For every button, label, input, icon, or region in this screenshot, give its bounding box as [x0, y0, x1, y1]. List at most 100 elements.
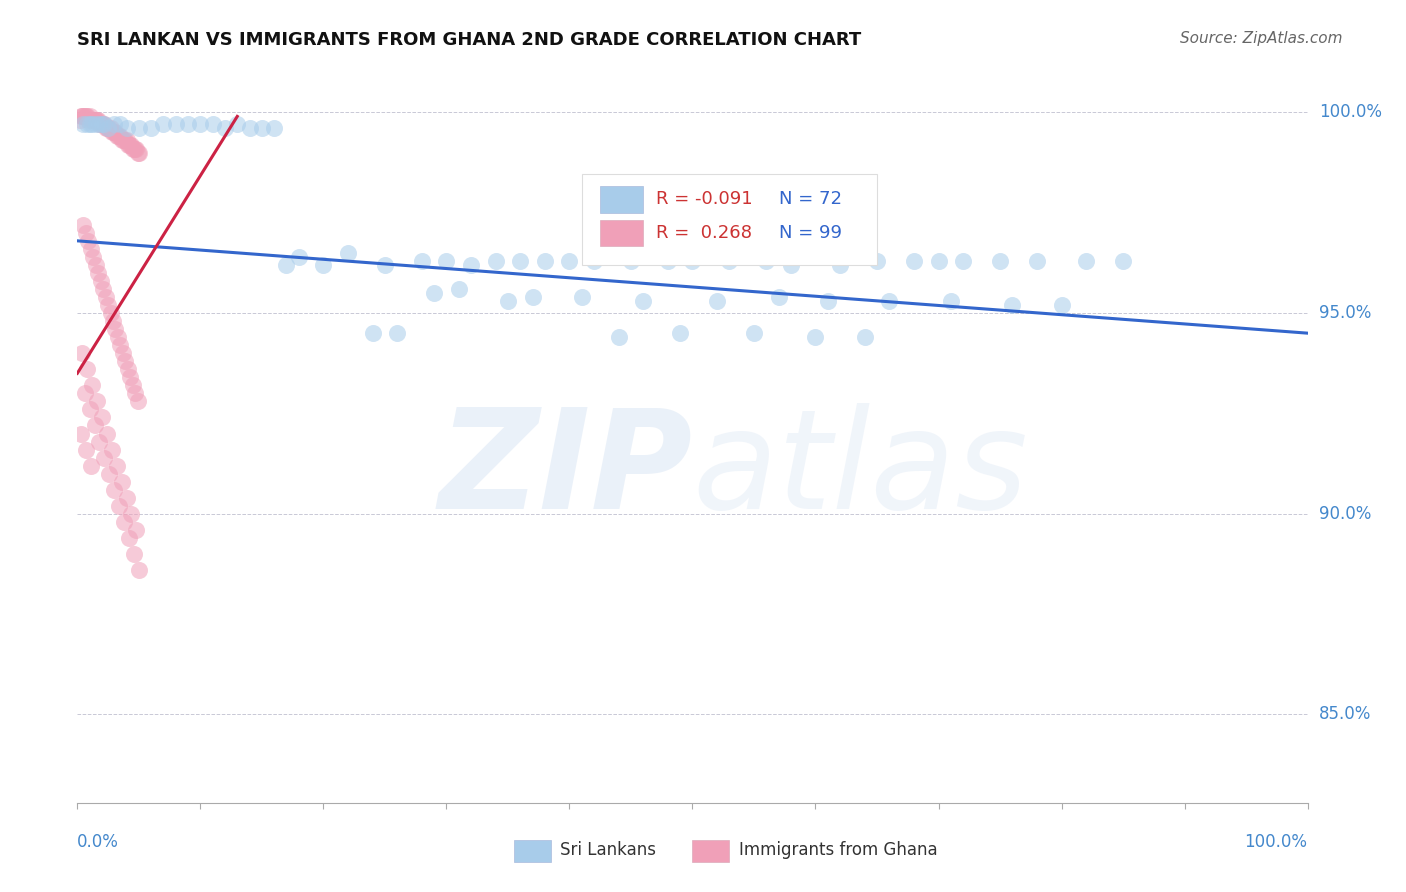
Point: [124, 386, 146, 401]
Point: [79, 110, 101, 124]
Point: [607, 330, 630, 344]
Point: [121, 507, 143, 521]
Point: [571, 290, 593, 304]
Point: [118, 137, 141, 152]
Point: [115, 121, 138, 136]
Point: [742, 326, 765, 341]
Point: [436, 254, 458, 268]
Point: [337, 246, 360, 260]
Point: [718, 254, 741, 268]
Point: [94, 121, 117, 136]
Point: [77, 234, 100, 248]
Point: [73, 110, 96, 124]
Point: [534, 254, 557, 268]
Point: [121, 137, 143, 152]
Point: [1076, 254, 1098, 268]
Point: [263, 121, 285, 136]
Point: [73, 386, 96, 401]
Text: atlas: atlas: [693, 403, 1028, 538]
Point: [830, 258, 852, 272]
Point: [97, 121, 120, 136]
Point: [90, 118, 114, 132]
Point: [70, 426, 93, 441]
Point: [385, 326, 409, 341]
Point: [115, 491, 138, 505]
Point: [86, 394, 108, 409]
Point: [98, 121, 121, 136]
Point: [177, 118, 200, 132]
Point: [879, 294, 901, 309]
Point: [101, 314, 124, 328]
Point: [93, 118, 115, 132]
Text: R =  0.268: R = 0.268: [655, 225, 752, 243]
Text: Source: ZipAtlas.com: Source: ZipAtlas.com: [1180, 31, 1343, 46]
Point: [522, 290, 544, 304]
Point: [152, 118, 174, 132]
Point: [104, 322, 127, 336]
Point: [110, 129, 132, 144]
Point: [1001, 298, 1024, 312]
Point: [84, 258, 107, 272]
Point: [70, 110, 93, 124]
Point: [101, 126, 124, 140]
Point: [90, 410, 114, 425]
Point: [105, 458, 128, 473]
Point: [75, 226, 97, 240]
Point: [124, 142, 146, 156]
Point: [91, 282, 114, 296]
Point: [460, 258, 482, 272]
Point: [682, 254, 704, 268]
Point: [1026, 254, 1049, 268]
Point: [101, 126, 124, 140]
Point: [105, 129, 128, 144]
Point: [76, 110, 98, 124]
Point: [82, 250, 104, 264]
Point: [125, 142, 148, 156]
Point: [928, 254, 950, 268]
Text: R = -0.091: R = -0.091: [655, 191, 752, 209]
Point: [103, 483, 125, 497]
Point: [75, 110, 97, 124]
Point: [112, 515, 135, 529]
Point: [657, 254, 679, 268]
Point: [89, 118, 111, 132]
Point: [804, 330, 827, 344]
Text: N = 99: N = 99: [779, 225, 842, 243]
Point: [76, 118, 98, 132]
Point: [79, 118, 101, 132]
Text: 100.0%: 100.0%: [1244, 833, 1308, 851]
Text: 100.0%: 100.0%: [1319, 103, 1382, 121]
Point: [633, 294, 655, 309]
Point: [82, 113, 104, 128]
Point: [110, 338, 132, 352]
Point: [755, 254, 778, 268]
Point: [374, 258, 396, 272]
Point: [817, 294, 839, 309]
Point: [114, 354, 136, 368]
Point: [1112, 254, 1135, 268]
Point: [97, 298, 120, 312]
Point: [84, 118, 107, 132]
Point: [120, 137, 142, 152]
Point: [98, 467, 121, 481]
FancyBboxPatch shape: [582, 174, 877, 265]
Text: SRI LANKAN VS IMMIGRANTS FROM GHANA 2ND GRADE CORRELATION CHART: SRI LANKAN VS IMMIGRANTS FROM GHANA 2ND …: [77, 31, 862, 49]
Point: [100, 306, 122, 320]
Point: [127, 145, 149, 160]
Text: ZIP: ZIP: [439, 403, 693, 538]
Point: [87, 266, 110, 280]
Point: [70, 346, 93, 360]
Point: [122, 142, 145, 156]
Point: [583, 254, 606, 268]
Point: [312, 258, 335, 272]
Point: [108, 499, 131, 513]
Point: [117, 137, 139, 152]
Point: [96, 121, 118, 136]
Point: [1050, 298, 1073, 312]
Point: [80, 242, 103, 256]
Point: [111, 134, 132, 148]
Point: [121, 142, 143, 156]
Point: [84, 113, 107, 128]
Point: [768, 290, 790, 304]
Point: [89, 434, 111, 449]
